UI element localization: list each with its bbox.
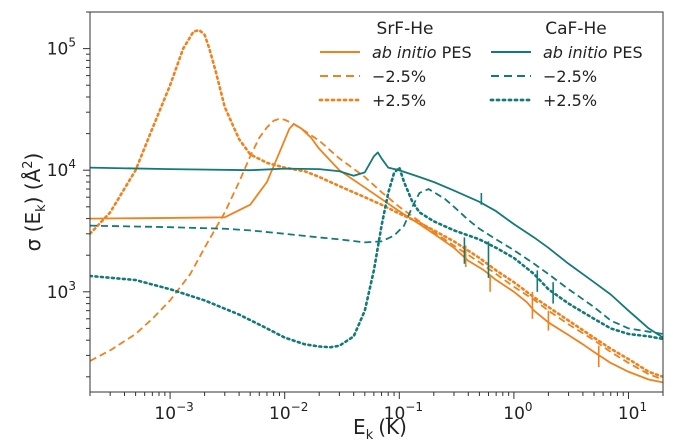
y-axis-label: σ (Ek) (Å2) xyxy=(21,153,49,252)
y-tick-label: 104 xyxy=(47,157,76,181)
series-line-0 xyxy=(90,123,663,384)
legend-label: ab initio PES xyxy=(372,43,472,62)
y-axis-label-subscript: k xyxy=(34,204,49,212)
y-tick-label: 105 xyxy=(47,36,76,60)
series-line-2 xyxy=(90,28,663,379)
plot-frame xyxy=(89,11,664,393)
legend-label: +2.5% xyxy=(543,91,597,110)
x-tick-label: 10−1 xyxy=(384,400,423,424)
x-tick-label: 10−2 xyxy=(269,400,308,424)
x-axis-label: Ek (K) xyxy=(353,415,407,440)
series-layer xyxy=(90,28,663,384)
legend-title: SrF-He xyxy=(377,19,434,39)
x-axis-label-subscript: k xyxy=(366,428,374,440)
legend-label: +2.5% xyxy=(372,91,426,110)
x-axis-label-unit: (K) xyxy=(378,415,407,439)
x-tick-label: 100 xyxy=(503,400,532,424)
series-line-5 xyxy=(90,166,663,349)
y-tick-label: 103 xyxy=(47,279,76,303)
spike-layer xyxy=(463,192,600,368)
legend-label: ab initio PES xyxy=(543,43,643,62)
x-tick-label: 101 xyxy=(618,400,647,424)
legend-label: −2.5% xyxy=(543,67,597,86)
legend-title: CaF-He xyxy=(545,19,606,39)
legend: SrF-He ab initio PES −2.5% +2.5% CaF-He ab in… xyxy=(318,19,643,110)
series-line-3 xyxy=(90,151,663,339)
x-tick-label: 10−3 xyxy=(154,400,193,424)
tick-layer: 10−3 10−2 10−1 100 101 103 104 105 xyxy=(47,11,664,424)
y-axis-label-superscript: 2 xyxy=(21,160,36,168)
legend-label: −2.5% xyxy=(372,67,426,86)
series-line-1 xyxy=(90,117,663,381)
